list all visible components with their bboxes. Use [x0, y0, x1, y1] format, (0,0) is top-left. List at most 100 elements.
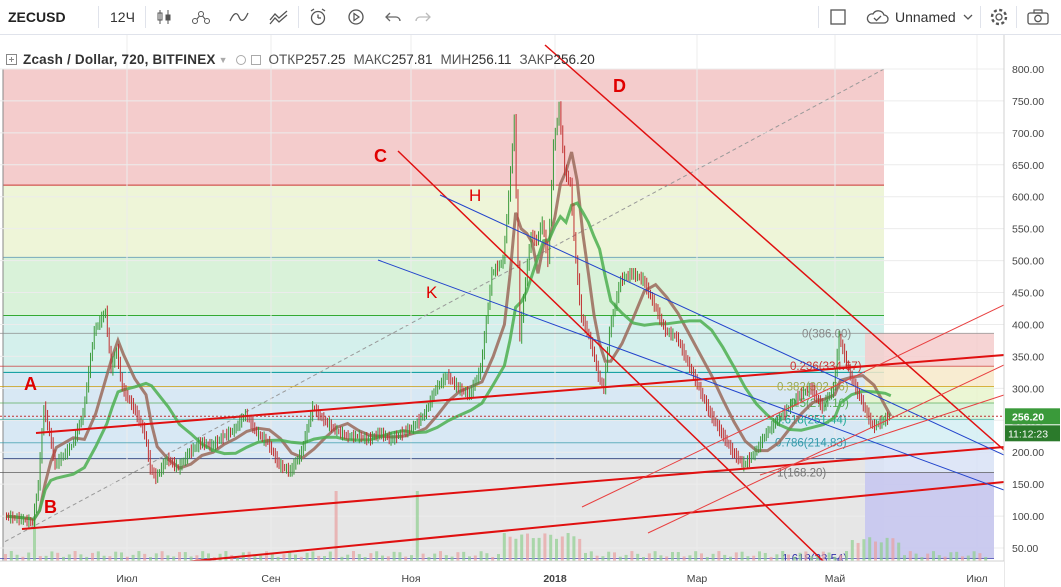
volume-bar	[149, 556, 152, 561]
volume-bar	[369, 553, 373, 561]
volume-bar	[839, 554, 843, 561]
layout-name[interactable]: Unnamed	[895, 9, 956, 25]
toolbar-divider	[818, 6, 819, 28]
volume-bar	[56, 552, 60, 561]
volume-bar	[323, 556, 326, 561]
chevron-down-icon[interactable]	[960, 5, 976, 29]
volume-bar	[120, 552, 123, 561]
volume-bar	[299, 556, 303, 561]
volume-bar	[862, 539, 866, 561]
volume-bar	[288, 551, 292, 561]
volume-bar	[392, 551, 396, 561]
volume-bar	[566, 533, 570, 561]
volume-bar	[276, 556, 280, 561]
volume-bar	[131, 554, 135, 561]
cloud-icon[interactable]	[862, 5, 892, 29]
volume-bar	[526, 533, 529, 561]
volume-bar	[705, 556, 709, 561]
volume-bar	[943, 556, 947, 561]
fib-level-label: 0(386.00)	[802, 328, 851, 340]
gear-icon[interactable]	[987, 5, 1011, 29]
volume-bar	[9, 551, 13, 561]
volume-bar	[473, 555, 477, 561]
volume-bar	[96, 551, 100, 561]
volume-bar	[172, 556, 176, 561]
candles-icon[interactable]	[153, 5, 175, 29]
volume-bar	[4, 554, 7, 561]
price-axis	[1004, 35, 1061, 587]
annotation-label-h: H	[469, 186, 481, 205]
legend-close-label: ЗАКР	[519, 52, 554, 67]
volume-bar	[914, 553, 918, 561]
volume-bar	[665, 556, 669, 561]
legend-high-label: МАКС	[353, 52, 392, 67]
trend-line	[377, 259, 1004, 491]
fib-diagonal	[4, 68, 885, 543]
fib-zone	[3, 69, 884, 186]
volume-bar	[160, 551, 164, 561]
chart-area[interactable]: 0(386.00) 0.236(334.67) 0.382(302.86) 0.5(2…	[0, 35, 1061, 587]
chevron-down-icon[interactable]: ▼	[218, 54, 228, 65]
volume-bar	[15, 554, 19, 561]
price-tick-label: 50.00	[1012, 543, 1038, 555]
price-tick-label: 400.00	[1012, 319, 1044, 331]
volume-bar	[595, 555, 599, 561]
volume-bar	[879, 542, 883, 561]
compare-icon[interactable]	[188, 5, 214, 29]
annotation-label-d: D	[613, 76, 626, 96]
fib-level-label: 0.5(277.10)	[790, 398, 849, 410]
interval-button[interactable]: 12Ч	[110, 9, 135, 25]
volume-bar	[897, 542, 901, 561]
volume-bar	[352, 551, 355, 561]
indicators-icon[interactable]	[226, 5, 252, 29]
fib-band	[865, 366, 994, 387]
volume-bar	[44, 555, 48, 561]
volume-bar	[381, 555, 384, 561]
volume-bar	[21, 556, 25, 561]
legend-low-label: МИН	[440, 52, 472, 67]
redo-icon[interactable]	[410, 5, 436, 29]
trend-line	[581, 304, 1004, 508]
time-tick-label: 2018	[543, 573, 567, 585]
volume-bar	[485, 553, 489, 561]
legend-open: 257.25	[304, 52, 346, 67]
volume-bar	[125, 556, 129, 561]
fib-zone	[3, 185, 884, 258]
volume-bar	[908, 551, 912, 561]
replay-icon[interactable]	[343, 5, 369, 29]
annotation-label-a: A	[24, 374, 37, 394]
legend-settings-small-icon[interactable]	[250, 54, 261, 65]
volume-bar	[166, 555, 170, 561]
volume-bar	[479, 551, 483, 561]
price-tick-label: 600.00	[1012, 192, 1044, 204]
volume-bar	[868, 537, 872, 561]
volume-bar	[27, 552, 31, 561]
volume-bar	[717, 551, 721, 561]
legend-eye-icon[interactable]	[235, 54, 246, 65]
volume-bar	[520, 534, 524, 561]
volume-bar	[711, 553, 715, 561]
volume-bar	[456, 552, 460, 561]
volume-bar	[752, 555, 756, 561]
annotation-label-c: C	[374, 146, 387, 166]
templates-icon[interactable]	[266, 5, 292, 29]
volume-bar	[386, 556, 390, 561]
symbol-search-button[interactable]: ZECUSD	[8, 9, 66, 25]
ma-slow-line	[5, 151, 893, 521]
volume-bar	[734, 552, 738, 561]
legend-settings-icon[interactable]	[6, 54, 17, 65]
toolbar-divider	[298, 6, 299, 28]
volume-bar	[282, 554, 286, 561]
fib-level-label: 1(168.20)	[777, 468, 826, 480]
volume-bar	[792, 556, 796, 561]
volume-bar	[856, 542, 860, 561]
fullscreen-icon[interactable]	[826, 5, 850, 29]
price-chart[interactable]: 0(386.00)0.236(334.67)0.382(302.86)0.5(2…	[0, 35, 1061, 587]
undo-icon[interactable]	[380, 5, 406, 29]
price-badge-label: 256.20	[1012, 411, 1044, 423]
volume-bar	[543, 533, 547, 561]
alert-icon[interactable]	[305, 5, 331, 29]
time-badge	[1005, 425, 1060, 442]
camera-icon[interactable]	[1023, 5, 1053, 29]
fib-zone	[3, 257, 884, 316]
